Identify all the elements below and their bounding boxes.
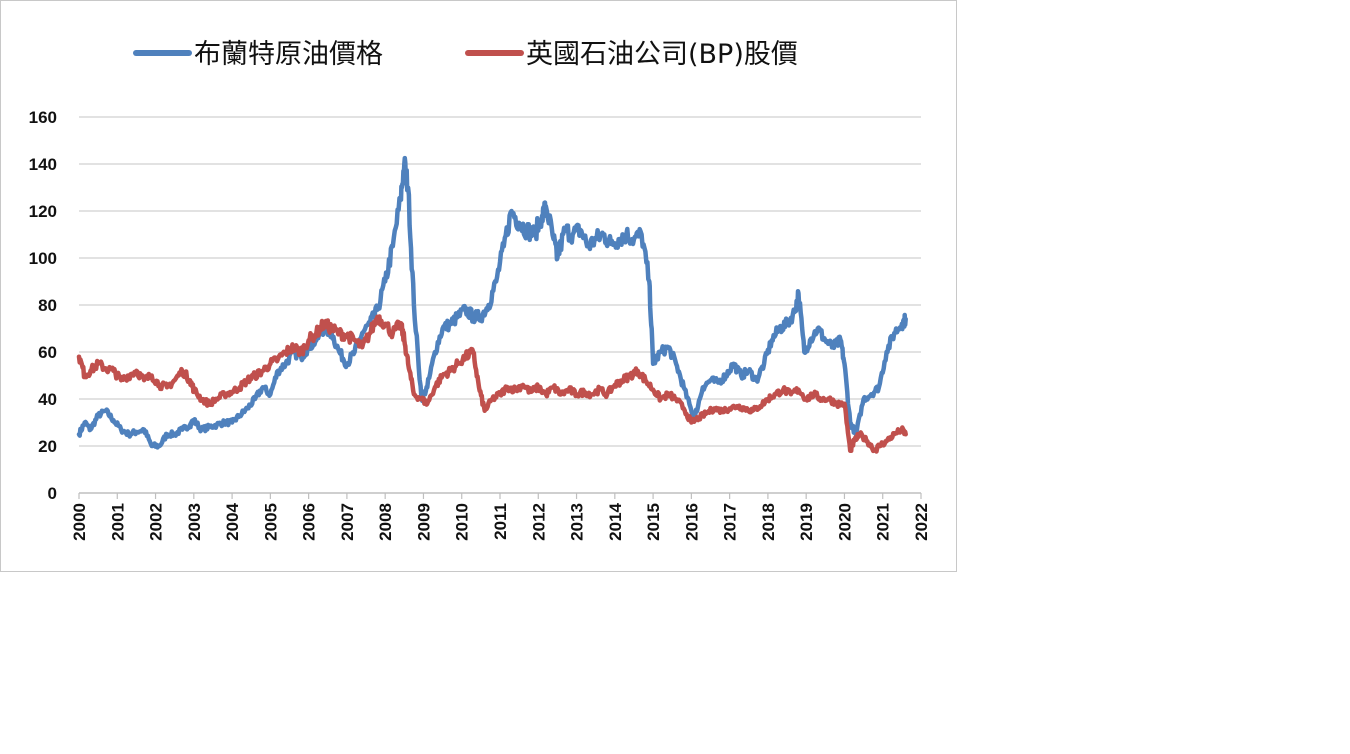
x-tick-label-2004: 2004	[223, 502, 242, 540]
x-tick-label-2019: 2019	[797, 503, 816, 541]
x-tick-label-2021: 2021	[874, 503, 893, 541]
x-tick-label-2020: 2020	[835, 503, 854, 541]
x-axis: 2000 2001 2002 2003 2004 2005 2006 2007 2008 2009…	[70, 492, 931, 541]
y-tick-label-100: 100	[29, 249, 57, 268]
x-tick-label-2006: 2006	[300, 503, 319, 541]
series-line-brent	[76, 155, 908, 450]
series-line-bp	[76, 314, 908, 454]
y-tick-label-160: 160	[29, 108, 57, 127]
x-tick-label-2007: 2007	[338, 503, 357, 541]
x-tick-label-2011: 2011	[491, 503, 510, 540]
legend: 布蘭特原油價格 英國石油公司(BP)股價	[133, 39, 798, 70]
x-tick-label-2015: 2015	[644, 503, 663, 541]
legend-label-bp: 英國石油公司(BP)股價	[526, 39, 798, 70]
x-tick-label-2013: 2013	[568, 503, 587, 541]
x-tick-label-2010: 2010	[453, 503, 472, 541]
y-tick-label-0: 0	[48, 484, 57, 503]
x-tick-label-2014: 2014	[606, 502, 625, 540]
y-axis: 0 20 40 60 80 100 120 140 160	[29, 108, 57, 503]
y-tick-label-120: 120	[29, 202, 57, 221]
y-tick-label-40: 40	[38, 390, 57, 409]
series-layer	[76, 155, 908, 454]
x-tick-label-2000: 2000	[70, 503, 89, 541]
x-tick-label-2022: 2022	[912, 503, 931, 541]
y-tick-label-140: 140	[29, 155, 57, 174]
y-tick-label-20: 20	[38, 437, 57, 456]
legend-label-brent: 布蘭特原油價格	[194, 39, 383, 70]
y-tick-label-80: 80	[38, 296, 57, 315]
chart-container: 布蘭特原油價格 英國石油公司(BP)股價 0 20 40 60 80 100 120 140 1…	[0, 0, 957, 572]
x-tick-label-2016: 2016	[682, 503, 701, 541]
line-chart: 布蘭特原油價格 英國石油公司(BP)股價 0 20 40 60 80 100 120 140 1…	[29, 39, 931, 541]
x-tick-label-2018: 2018	[759, 503, 778, 541]
x-tick-label-2003: 2003	[185, 503, 204, 541]
x-tick-label-2002: 2002	[147, 503, 166, 541]
x-tick-label-2017: 2017	[721, 503, 740, 541]
y-tick-label-60: 60	[38, 343, 57, 362]
x-tick-label-2009: 2009	[414, 503, 433, 541]
x-tick-label-2001: 2001	[108, 503, 127, 541]
x-tick-label-2008: 2008	[376, 503, 395, 541]
x-tick-label-2005: 2005	[261, 503, 280, 541]
x-tick-label-2012: 2012	[529, 503, 548, 541]
